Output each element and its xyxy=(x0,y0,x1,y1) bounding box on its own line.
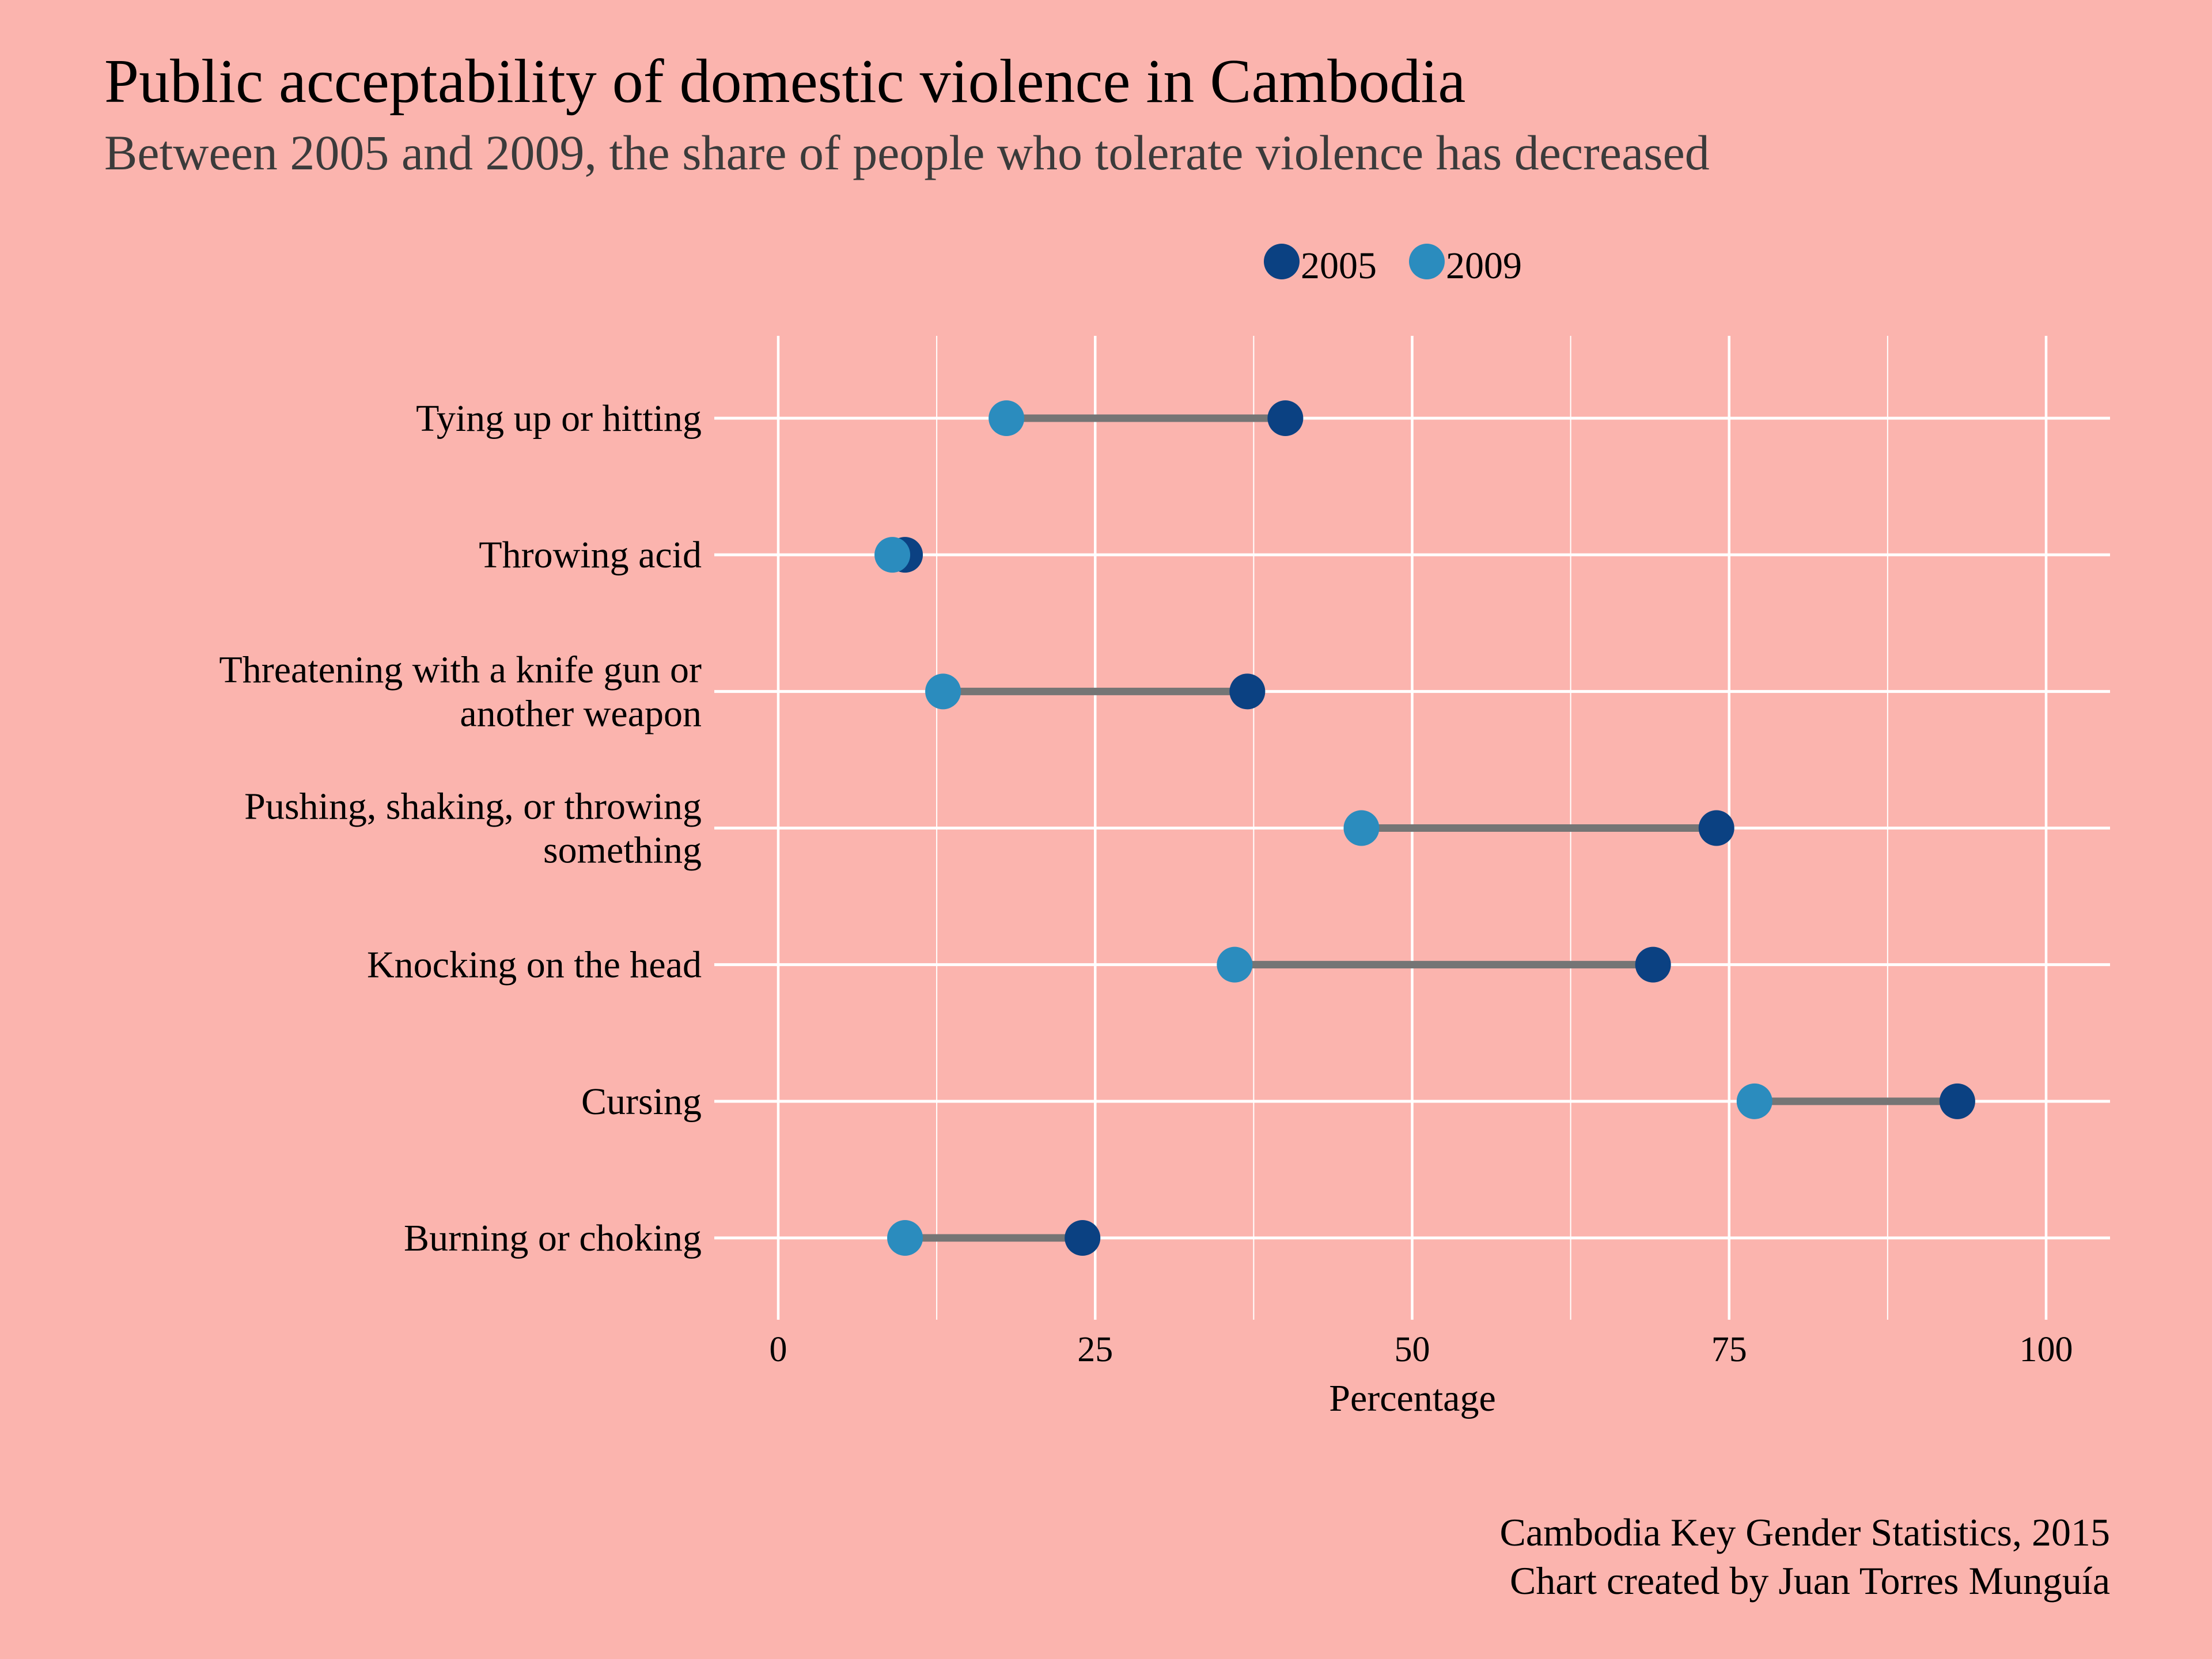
x-axis-tick-labels: 0 25 50 75 100 xyxy=(770,1330,2073,1369)
point-2005 xyxy=(1229,673,1266,710)
y-axis-label-line: something xyxy=(543,830,702,872)
point-2009 xyxy=(1343,810,1380,846)
point-2009 xyxy=(988,400,1025,436)
chart-title: Public acceptability of domestic violenc… xyxy=(104,47,1466,116)
x-tick-label: 100 xyxy=(2020,1330,2073,1369)
caption: Cambodia Key Gender Statistics, 2015 Cha… xyxy=(1500,1508,2110,1605)
data-points xyxy=(874,400,1975,1256)
y-axis-label-line: Burning or choking xyxy=(404,1217,702,1259)
chart-subtitle: Between 2005 and 2009, the share of peop… xyxy=(104,125,1710,180)
y-axis-label-line: Tying up or hitting xyxy=(416,397,702,440)
caption-author: Chart created by Juan Torres Munguía xyxy=(1509,1559,2110,1603)
x-axis-title: Percentage xyxy=(1329,1377,1496,1419)
x-tick-label: 25 xyxy=(1077,1330,1113,1369)
point-2009 xyxy=(887,1220,923,1256)
y-axis-label-line: Throwing acid xyxy=(479,534,702,576)
x-tick-label: 0 xyxy=(770,1330,787,1369)
legend-dot-2005-icon xyxy=(1264,244,1300,279)
legend: 2005 2009 xyxy=(1264,241,1554,285)
y-axis-label: Throwing acid xyxy=(479,534,702,576)
y-axis-label: Burning or choking xyxy=(404,1217,702,1259)
segments xyxy=(892,414,1957,1242)
point-2005 xyxy=(1939,1083,1975,1119)
y-axis-label-line: Threatening with a knife gun or xyxy=(219,649,702,691)
y-axis-label: Tying up or hitting xyxy=(416,397,702,440)
point-2005 xyxy=(1267,400,1304,436)
legend-label-2009: 2009 xyxy=(1446,245,1522,287)
point-2009 xyxy=(1736,1083,1772,1119)
legend-item-2005: 2005 xyxy=(1264,243,1377,285)
y-axis-label: Knocking on the head xyxy=(367,944,702,986)
y-axis-label-line: Pushing, shaking, or throwing xyxy=(244,786,702,828)
y-axis-label: Threatening with a knife gun or another w… xyxy=(219,649,702,734)
y-axis-labels: Tying up or hitting Throwing acid Threaten… xyxy=(219,397,702,1259)
x-tick-label: 50 xyxy=(1395,1330,1430,1369)
point-2009 xyxy=(1217,946,1253,983)
legend-item-2009: 2009 xyxy=(1409,243,1522,285)
y-axis-label-line: Cursing xyxy=(581,1081,702,1123)
y-axis-label-line: another weapon xyxy=(460,692,702,734)
legend-label-2005: 2005 xyxy=(1301,245,1377,287)
legend-dot-2009-icon xyxy=(1409,244,1445,279)
point-2009 xyxy=(874,537,911,573)
point-2005 xyxy=(1635,946,1671,983)
point-2005 xyxy=(1065,1220,1101,1256)
point-2009 xyxy=(925,673,961,710)
x-tick-label: 75 xyxy=(1711,1330,1747,1369)
y-axis-label-line: Knocking on the head xyxy=(367,944,702,986)
point-2005 xyxy=(1698,810,1734,846)
y-axis-label: Pushing, shaking, or throwing something xyxy=(244,786,702,872)
caption-source: Cambodia Key Gender Statistics, 2015 xyxy=(1499,1510,2110,1554)
y-axis-label: Cursing xyxy=(581,1081,702,1123)
